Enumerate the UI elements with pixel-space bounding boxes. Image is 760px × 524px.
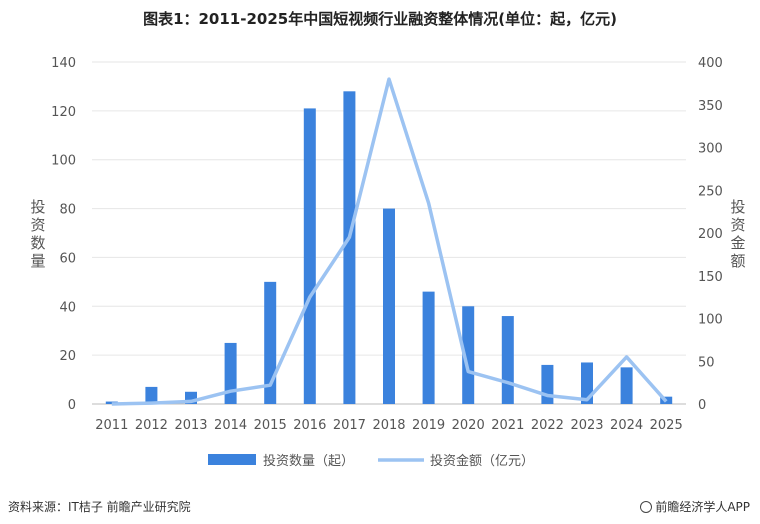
amount-line [111, 77, 668, 406]
bar-2012 [145, 386, 158, 404]
x-tick-label: 2012 [135, 418, 168, 433]
bar-2020 [462, 306, 475, 404]
left-tick-label: 40 [59, 300, 76, 315]
bar-2017 [343, 91, 356, 405]
x-tick-label: 2014 [214, 418, 247, 433]
x-tick-label: 2023 [570, 418, 603, 433]
x-tick-label: 2016 [293, 418, 326, 433]
legend-line-label: 投资金额（亿元） [430, 453, 534, 469]
left-axis-title: 投资数量 [30, 198, 45, 270]
x-axis: 2011 2012 2013 2014 2015 2016 2017 2018 2019 2020… [95, 418, 682, 433]
left-tick-label: 0 [68, 398, 76, 413]
left-tick-label: 100 [51, 154, 76, 169]
brand-logo-icon [640, 501, 653, 513]
right-axis-title: 投资金额 [730, 198, 745, 270]
right-tick-label: 350 [698, 99, 723, 114]
bar-2014 [224, 342, 237, 404]
bar-2016 [303, 108, 316, 405]
bar-2022 [541, 364, 554, 404]
legend-bar-label: 投资数量（起） [263, 453, 354, 469]
right-tick-label: 0 [698, 398, 706, 413]
left-tick-label: 20 [59, 349, 76, 364]
x-tick-label: 2013 [174, 418, 207, 433]
right-tick-label: 150 [698, 270, 723, 285]
x-tick-label: 2022 [531, 418, 564, 433]
legend: 投资数量（起） 投资金额（亿元） [208, 453, 534, 469]
x-tick-label: 2019 [412, 418, 445, 433]
bar-2024 [620, 367, 633, 404]
right-tick-label: 200 [698, 227, 723, 242]
bar-2018 [383, 208, 395, 404]
x-tick-label: 2021 [491, 418, 524, 433]
bar-2023 [581, 362, 593, 404]
bar-2019 [422, 291, 435, 404]
line-series [111, 77, 668, 406]
brand-text: 前瞻经济学人APP [655, 500, 750, 514]
x-tick-label: 2020 [452, 418, 485, 433]
right-tick-label: 50 [698, 355, 715, 370]
left-tick-label: 60 [59, 251, 76, 266]
brand-note: 前瞻经济学人APP [640, 498, 750, 515]
bars [105, 91, 673, 405]
legend-bar-swatch [208, 454, 256, 465]
right-tick-label: 250 [698, 184, 723, 199]
right-tick-label: 100 [698, 313, 723, 328]
bar-2015 [264, 281, 277, 404]
left-tick-label: 80 [59, 203, 76, 218]
left-tick-label: 140 [51, 56, 76, 71]
x-tick-label: 2018 [372, 418, 405, 433]
bar-2021 [501, 316, 514, 404]
x-tick-label: 2015 [254, 418, 287, 433]
right-tick-label: 400 [698, 56, 723, 71]
right-axis: 0 50 100 150 200 250 300 350 400 投资金额 [698, 56, 746, 413]
x-tick-label: 2017 [333, 418, 366, 433]
x-tick-label: 2011 [95, 418, 128, 433]
chart-title: 图表1：2011-2025年中国短视频行业融资整体情况(单位：起，亿元) [143, 10, 617, 28]
left-axis: 0 20 40 60 80 100 120 140 投资数量 [30, 56, 76, 413]
left-tick-label: 120 [51, 105, 76, 120]
x-tick-label: 2025 [650, 418, 683, 433]
source-note: 资料来源：IT桔子 前瞻产业研究院 [8, 500, 191, 514]
right-tick-label: 300 [698, 142, 723, 157]
x-tick-label: 2024 [610, 418, 643, 433]
